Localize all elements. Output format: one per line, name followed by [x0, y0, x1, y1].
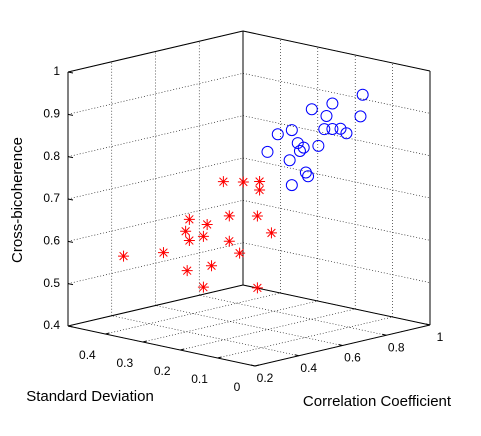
point — [183, 235, 195, 247]
point — [251, 282, 263, 294]
point — [326, 122, 339, 135]
grid-line — [242, 200, 431, 241]
x-tick — [294, 354, 299, 357]
y-tick-label: 0.1 — [191, 372, 208, 386]
y-tick — [142, 340, 147, 343]
z-tick-label: 0.7 — [43, 191, 60, 205]
x-tick-label: 0.2 — [257, 371, 274, 385]
x-tick — [338, 344, 343, 346]
point — [118, 250, 130, 262]
point — [285, 124, 298, 137]
point — [223, 235, 235, 247]
grid-line — [155, 305, 343, 346]
z-tick-label: 0.4 — [43, 318, 60, 332]
box-edge — [67, 284, 244, 327]
point — [251, 210, 263, 222]
x-tick-label: 0.4 — [300, 361, 317, 375]
x-tick — [425, 323, 431, 326]
y-tick-label: 0.3 — [116, 356, 133, 370]
point — [223, 210, 235, 222]
grid-line — [242, 242, 431, 283]
point — [254, 184, 266, 196]
point — [157, 247, 169, 259]
point — [183, 213, 195, 225]
grid-line — [111, 315, 299, 357]
point — [283, 154, 296, 167]
x-tick-label: 0.6 — [344, 351, 361, 365]
z-tick-label: 0.9 — [43, 107, 60, 121]
point — [285, 179, 298, 192]
point — [299, 166, 312, 179]
z-tick — [67, 156, 74, 159]
box-edge — [242, 30, 431, 72]
y-axis-title: Standard Deviation — [26, 388, 154, 405]
y-tick-label: 0.2 — [154, 364, 171, 378]
point — [237, 176, 249, 188]
point — [302, 170, 315, 183]
point — [293, 145, 306, 158]
point — [297, 141, 310, 154]
y-tick-label: 0 — [234, 380, 241, 394]
grid-line — [242, 115, 431, 156]
z-tick — [67, 325, 74, 328]
x-tick-label: 1 — [437, 330, 444, 344]
point — [340, 127, 353, 140]
point — [271, 128, 284, 141]
z-tick — [67, 71, 74, 74]
y-tick — [254, 364, 260, 367]
point — [197, 230, 209, 242]
point — [291, 137, 304, 150]
z-tick — [67, 283, 74, 286]
y-tick — [180, 348, 185, 351]
point — [320, 109, 333, 122]
point — [265, 227, 277, 239]
x-tick-label: 0.8 — [388, 340, 405, 354]
point — [305, 103, 318, 116]
box-edge — [67, 30, 244, 73]
point — [261, 145, 274, 158]
x-tick — [250, 364, 256, 367]
grid-line — [199, 294, 387, 336]
point — [326, 97, 339, 110]
y-tick-label: 0.4 — [79, 348, 96, 362]
z-tick-label: 1 — [53, 64, 60, 78]
y-tick — [105, 332, 110, 335]
z-tick-label: 0.8 — [43, 149, 60, 163]
y-tick — [217, 356, 222, 359]
z-tick — [67, 240, 74, 243]
point — [354, 110, 367, 123]
box-edge — [242, 284, 431, 326]
grid-line — [242, 157, 431, 199]
axis-line — [67, 325, 256, 367]
point — [180, 225, 192, 237]
point — [217, 176, 229, 188]
point — [312, 139, 325, 152]
point — [318, 123, 331, 136]
z-tick — [67, 113, 74, 116]
point — [206, 260, 218, 272]
x-tick — [382, 333, 387, 336]
z-tick-label: 0.6 — [43, 234, 60, 248]
point — [201, 218, 213, 230]
point — [197, 281, 209, 293]
x-axis-title: Correlation Coefficient — [303, 393, 452, 410]
z-axis-title: Cross-bicoherence — [9, 137, 26, 263]
grid-line — [242, 73, 431, 114]
point — [334, 122, 347, 135]
point — [234, 247, 246, 259]
z-tick-label: 0.5 — [43, 276, 60, 290]
point — [181, 265, 193, 277]
point — [254, 176, 266, 188]
z-tick — [67, 198, 74, 201]
point — [356, 88, 369, 101]
